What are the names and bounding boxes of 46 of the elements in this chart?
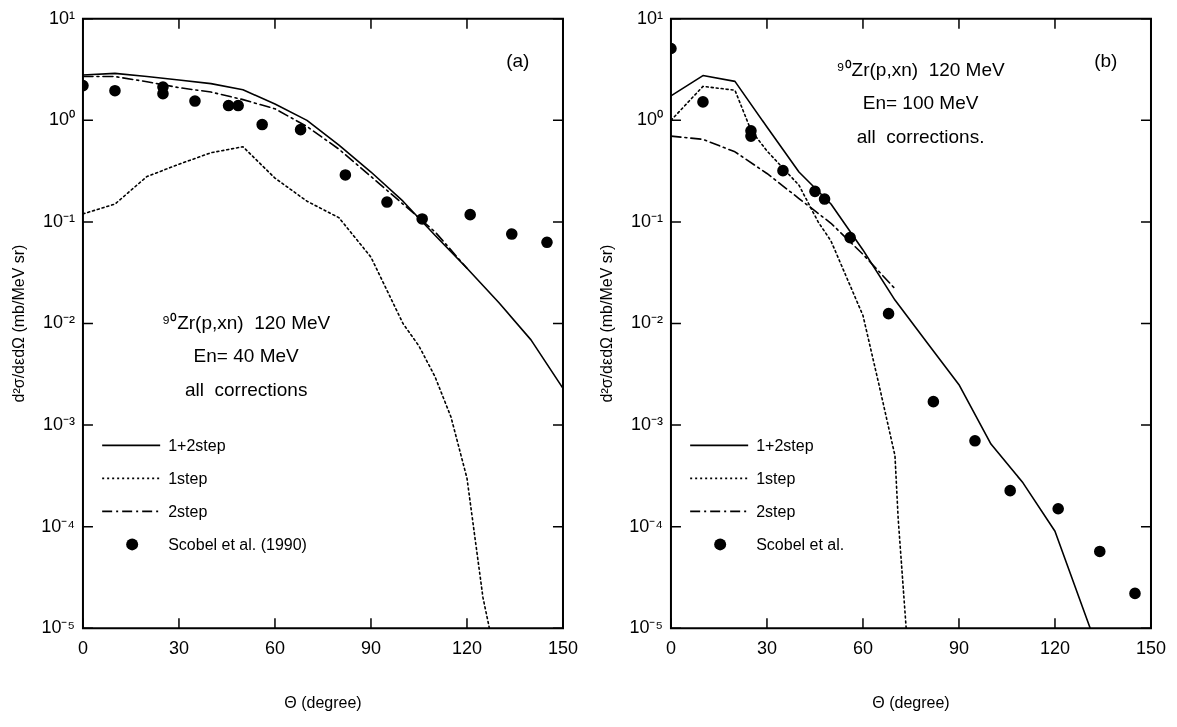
y-tick-label: 10¹	[636, 7, 663, 28]
annotation: En= 100 MeV	[862, 92, 979, 114]
x-tick-label: 90	[948, 637, 969, 658]
y-tick-label: 10⁻¹	[630, 210, 663, 231]
x-tick-label: 60	[852, 637, 873, 658]
annotation: ⁹⁰Zr(p,xn) 120 MeV	[836, 58, 1006, 80]
y-tick-label: 10⁻²	[42, 312, 75, 333]
y-tick-label: 10⁻³	[42, 414, 75, 435]
y-tick-label: 10⁻⁵	[41, 617, 75, 638]
x-tick-label: 60	[264, 637, 285, 658]
x-tick-label: 120	[451, 637, 482, 658]
y-tick-label: 10⁻⁴	[629, 515, 663, 536]
x-tick-label: 120	[1039, 637, 1070, 658]
annotation: En= 40 MeV	[193, 345, 300, 367]
annotation: (a)	[506, 49, 530, 71]
legend-label: 2step	[756, 502, 796, 520]
y-tick-label: 10⁰	[48, 109, 75, 130]
x-axis-title: Θ (degree)	[284, 693, 362, 711]
legend-label: Scobel et al. (1990)	[168, 535, 307, 553]
legend-label: 1+2step	[756, 436, 814, 454]
x-axis-title: Θ (degree)	[872, 693, 950, 711]
x-tick-label: 150	[1135, 637, 1167, 658]
y-tick-label: 10⁻²	[630, 312, 663, 333]
y-tick-label: 10⁻⁴	[41, 515, 75, 536]
legend-label: 1step	[756, 469, 796, 487]
x-tick-label: 30	[168, 637, 189, 658]
y-tick-label: 10⁻⁵	[629, 617, 663, 638]
legend-label: 1step	[168, 469, 208, 487]
legend-label: Scobel et al.	[756, 535, 845, 553]
x-tick-label: 90	[360, 637, 381, 658]
y-tick-label: 10¹	[48, 7, 75, 28]
annotation: (b)	[1094, 49, 1118, 71]
annotation: ⁹⁰Zr(p,xn) 120 MeV	[162, 311, 331, 333]
y-tick-label: 10⁻¹	[42, 210, 75, 231]
annotation: all corrections.	[856, 125, 985, 147]
y-axis-title: d²σ/dεdΩ (mb/MeV sr)	[598, 244, 616, 403]
x-tick-label: 0	[77, 637, 88, 658]
x-tick-label: 0	[665, 637, 676, 658]
y-axis-title: d²σ/dεdΩ (mb/MeV sr)	[10, 244, 28, 403]
legend-label: 1+2step	[168, 436, 226, 454]
x-tick-label: 150	[547, 637, 579, 658]
y-tick-label: 10⁻³	[630, 414, 663, 435]
x-tick-label: 30	[756, 637, 777, 658]
y-tick-label: 10⁰	[636, 109, 663, 130]
annotation: all corrections	[184, 378, 308, 400]
legend-label: 2step	[168, 502, 208, 520]
